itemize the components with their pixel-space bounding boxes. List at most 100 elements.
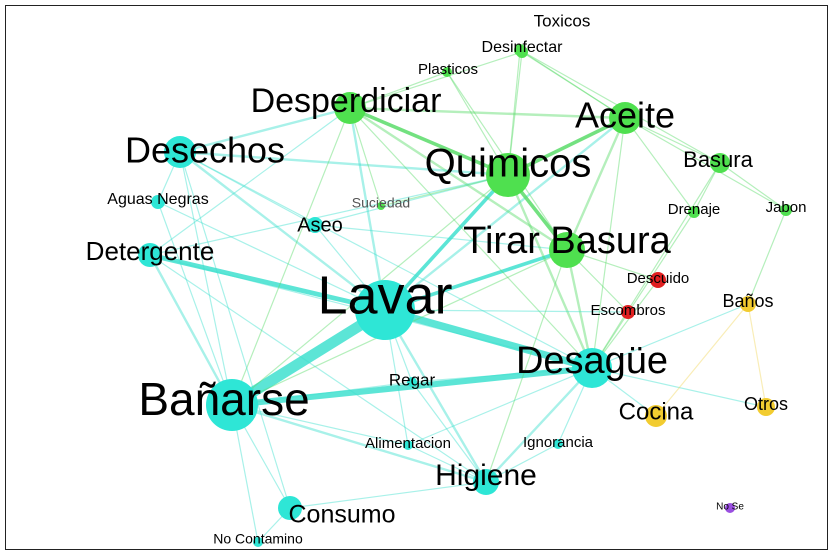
edge [484,366,594,484]
node [572,348,612,388]
edge [289,481,487,509]
node-label: No Se [716,502,744,513]
edge [521,51,626,119]
edge [349,51,523,109]
node [278,496,302,520]
node-label: Plasticos [418,61,478,78]
node [334,92,366,124]
node [725,503,735,513]
node [377,202,385,210]
edge [178,150,387,312]
node-label: Aceite [575,95,675,136]
node-label: Desechos [125,130,285,171]
edge [147,252,388,313]
node-label: Drenaje [668,201,721,218]
edge [231,107,351,406]
edge [148,253,234,407]
edges [147,49,787,543]
edge [747,209,787,305]
edge [519,49,626,119]
edge [485,443,559,483]
edge [349,107,593,369]
node [442,67,452,77]
node-label: Higiene [435,459,537,492]
edge [411,381,487,483]
edge [231,381,413,406]
edge [591,117,626,369]
node-label: Bañarse [138,373,309,425]
edge [655,303,749,417]
node [757,398,775,416]
edge [591,303,749,369]
node [403,440,413,450]
edge [348,106,569,252]
node-label: Consumo [289,501,396,529]
edge [179,151,593,369]
node-label: Alimentacion [365,435,451,452]
node-label: Toxicos [534,11,591,30]
edge [624,117,721,164]
edge [157,201,386,311]
node [780,204,792,216]
node [138,243,162,267]
edge [591,367,767,408]
nodes [138,44,792,547]
node-label: Suciedad [352,195,410,211]
node [407,377,417,387]
edge [747,303,767,408]
edge [149,107,351,256]
edge [178,106,352,154]
node-label: Tirar Basura [463,220,672,262]
edge [591,162,721,369]
node-label: Detergente [86,236,215,266]
edge [383,308,488,484]
node [609,102,641,134]
edge [179,151,291,509]
node-label: Escombros [590,302,665,319]
node-label: Desinfectar [482,39,564,56]
node [645,405,667,427]
edge [231,404,409,446]
edge [565,248,594,370]
edge [383,173,510,312]
edge [624,117,787,211]
edge [506,173,594,370]
edge [179,151,316,226]
node-label: Ignorancia [523,434,594,451]
edge [314,174,509,226]
node [740,296,756,312]
node-label: Jabon [766,199,807,216]
edge [157,201,233,406]
node-label: Desperdiciar [251,82,442,120]
edge [485,249,568,483]
edge [349,71,448,109]
node-label: Descuido [627,270,690,287]
node-label: Aguas Negras [107,191,208,208]
node [486,153,530,197]
edge [149,174,509,256]
edge [314,224,568,251]
edge [384,309,629,313]
edge [383,248,569,312]
node [710,153,730,173]
node-label: Aseo [297,214,343,236]
node [688,206,700,218]
node [206,379,258,431]
node [307,217,323,233]
node [151,195,165,209]
node-label: Baños [722,291,773,311]
edge [348,106,627,120]
node-label: Otros [744,394,788,414]
node [650,272,666,288]
node [355,280,415,340]
node [549,232,585,268]
edge [565,116,627,252]
node-label: Lavar [317,265,452,325]
node-label: Basura [683,147,753,172]
node [553,439,563,449]
edge [407,367,593,446]
edge [591,211,695,369]
node [253,537,263,547]
